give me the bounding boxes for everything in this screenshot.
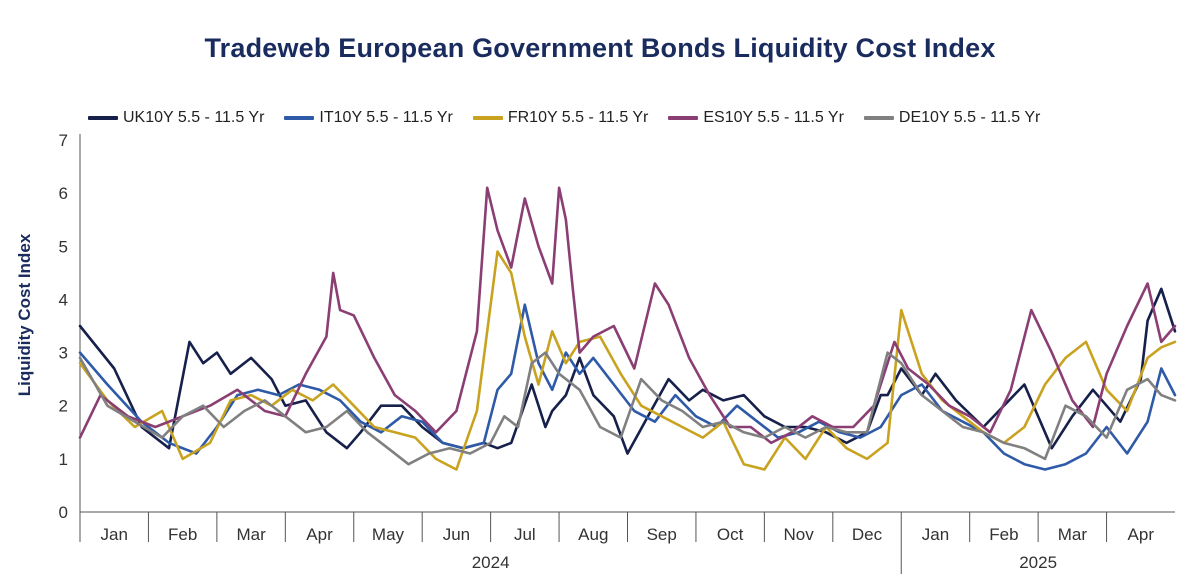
legend-swatch-it10y [284, 116, 315, 120]
x-year-label: 2025 [1019, 553, 1057, 572]
y-tick-label: 5 [59, 237, 68, 256]
tick-labels: 0 1 2 3 4 5 6 7 Jan Feb Mar Apr May Jun Jul Aug Sep Oct No… [59, 131, 1155, 572]
x-tick-label: Aug [578, 525, 608, 544]
legend-item-de10y: DE10Y 5.5 - 11.5 Yr [863, 109, 1041, 127]
legend-item-es10y: ES10Y 5.5 - 11.5 Yr [668, 109, 844, 127]
y-tick-label: 1 [59, 450, 68, 469]
y-tick-label: 2 [59, 397, 68, 416]
x-tick-label: Sep [647, 525, 677, 544]
x-tick-label: Apr [1128, 525, 1155, 544]
x-tick-label: Feb [168, 525, 197, 544]
legend-swatch-es10y [668, 116, 699, 120]
x-tick-label: May [372, 525, 405, 544]
series-line-es10 [78, 186, 1177, 445]
chart-legend: UK10Y 5.5 - 11.5 Yr IT10Y 5.5 - 11.5 Yr … [88, 106, 1040, 130]
x-tick-label: Jul [514, 525, 536, 544]
x-tick-label: Dec [852, 525, 883, 544]
legend-item-fr10y: FR10Y 5.5 - 11.5 Yr [472, 109, 649, 127]
legend-label-it10y: IT10Y 5.5 - 11.5 Yr [319, 109, 453, 126]
legend-item-uk10y: UK10Y 5.5 - 11.5 Yr [88, 109, 264, 127]
series-lines [78, 186, 1177, 471]
legend-item-it10y: IT10Y 5.5 - 11.5 Yr [284, 109, 453, 127]
y-tick-label: 7 [59, 131, 68, 150]
legend-label-uk10y: UK10Y 5.5 - 11.5 Yr [123, 109, 265, 126]
y-axis-title: Liquidity Cost Index [15, 233, 34, 396]
y-tick-label: 6 [59, 184, 68, 203]
x-year-label: 2024 [472, 553, 510, 572]
x-tick-label: Mar [1058, 525, 1088, 544]
legend-label-de10y: DE10Y 5.5 - 11.5 Yr [898, 109, 1041, 126]
axes [79, 134, 1175, 574]
x-tick-label: Jun [443, 525, 470, 544]
series-line-fr10 [78, 250, 1177, 471]
series-line-uk10 [78, 287, 1177, 455]
series-line-it10 [78, 303, 1177, 471]
x-tick-label: Oct [717, 525, 744, 544]
x-tick-label: Jan [101, 525, 128, 544]
x-tick-label: Nov [783, 525, 814, 544]
legend-swatch-fr10y [472, 116, 503, 120]
x-tick-label: Apr [306, 525, 333, 544]
x-tick-label: Jan [922, 525, 949, 544]
chart-title: Tradeweb European Government Bonds Liqui… [204, 33, 996, 63]
legend-swatch-uk10y [88, 116, 118, 120]
y-tick-label: 0 [59, 503, 68, 522]
y-tick-label: 3 [59, 344, 68, 363]
legend-label-fr10y: FR10Y 5.5 - 11.5 Yr [507, 109, 649, 126]
y-tick-label: 4 [59, 290, 68, 309]
x-tick-label: Feb [989, 525, 1018, 544]
series-line-de10 [78, 351, 1177, 466]
x-tick-label: Mar [236, 525, 266, 544]
legend-swatch-de10y [863, 116, 894, 120]
legend-label-es10y: ES10Y 5.5 - 11.5 Yr [703, 109, 844, 126]
